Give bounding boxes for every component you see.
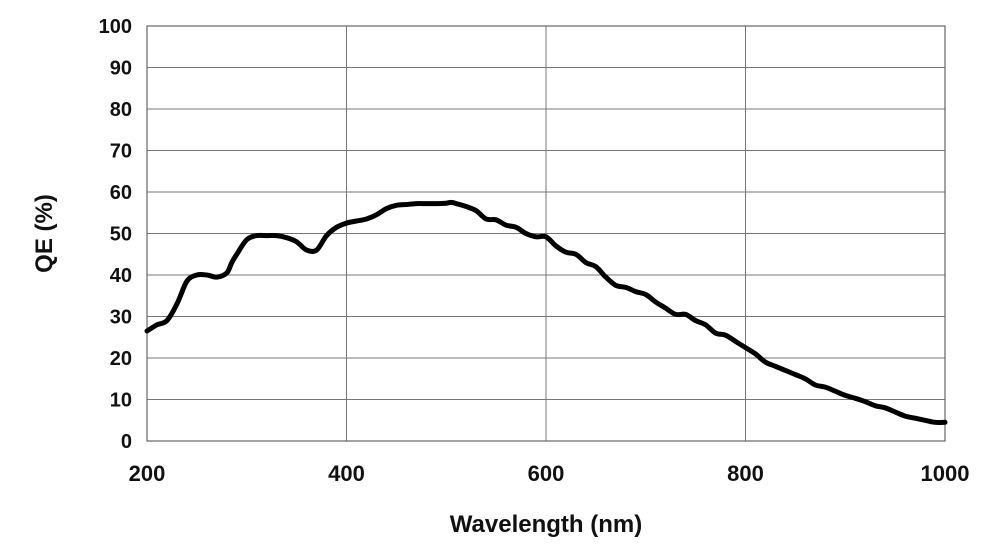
x-tick-label: 200 [129,461,166,486]
y-tick-label: 80 [110,99,132,121]
y-tick-label: 90 [110,58,132,80]
y-tick-label: 10 [110,390,132,412]
y-tick-label: 60 [110,182,132,204]
y-axis-label: QE (%) [31,194,58,273]
y-tick-label: 70 [110,141,132,163]
y-tick-label: 0 [121,431,132,453]
x-tick-label: 400 [328,461,365,486]
plot-frame [146,25,946,442]
x-tick-label: 1000 [921,461,970,486]
x-tick-label: 600 [528,461,565,486]
x-tick-labels: 200 400 600 800 1000 [129,461,970,486]
y-tick-label: 50 [110,224,132,246]
x-axis-label: Wavelength (nm) [450,511,642,538]
y-tick-labels: 0 10 20 30 40 50 60 70 80 90 100 [99,16,132,453]
qe-series-line [144,199,948,425]
y-tick-label: 40 [110,265,132,287]
y-tick-label: 20 [110,348,132,370]
y-tick-label: 100 [99,16,132,38]
y-tick-label: 30 [110,307,132,329]
x-tick-label: 800 [727,461,764,486]
